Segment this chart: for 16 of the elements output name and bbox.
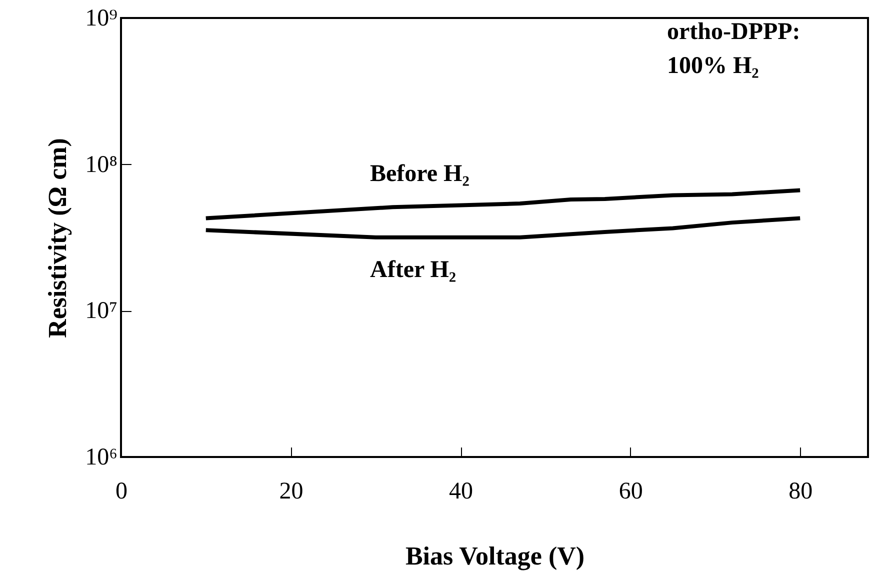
x-tick-label: 40	[449, 478, 474, 504]
x-tick-label: 80	[788, 478, 813, 504]
line-series	[204, 188, 802, 220]
x-tick-label: 0	[116, 478, 128, 504]
x-axis-title: Bias Voltage (V)	[405, 542, 585, 570]
annotation: After H₂	[370, 257, 456, 283]
annotation: ortho-DPPP: 100% H₂	[667, 19, 800, 79]
y-tick-label: 10⁹	[85, 6, 118, 32]
x-tick-label: 60	[618, 478, 643, 504]
annotation: Before H₂	[370, 161, 470, 187]
line-series	[204, 216, 802, 240]
y-tick-label: 10⁸	[85, 152, 118, 178]
y-axis-title: Resistivity (Ω cm)	[43, 138, 72, 338]
x-tick-label: 20	[279, 478, 304, 504]
y-tick-label: 10⁶	[85, 444, 118, 470]
y-tick-label: 10⁷	[85, 298, 118, 324]
